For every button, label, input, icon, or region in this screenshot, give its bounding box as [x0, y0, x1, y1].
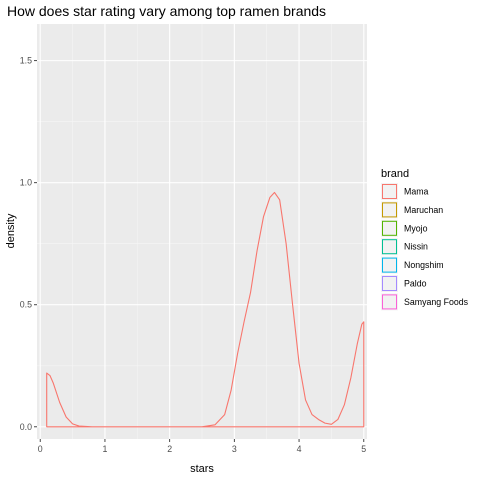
- legend-swatch: [382, 202, 397, 218]
- legend-key-background: [381, 275, 398, 292]
- legend-title: brand: [381, 168, 409, 180]
- legend-swatch: [382, 257, 397, 273]
- x-axis-title: stars: [190, 463, 214, 475]
- legend-item-maruchan: Maruchan: [381, 201, 443, 219]
- legend-swatch: [382, 294, 397, 310]
- x-axis: 0 1 2 3 4 5: [38, 439, 366, 454]
- y-tick-label: 0.0: [20, 422, 32, 432]
- legend-item-samyang-foods: Samyang Foods: [381, 293, 469, 311]
- legend-key-background: [381, 219, 398, 237]
- legend-label: Mama: [404, 187, 429, 197]
- plot-panel: [37, 24, 367, 439]
- legend-label: Myojo: [404, 223, 428, 233]
- density-line-mama: [46, 191, 365, 428]
- legend-label: Paldo: [404, 279, 427, 289]
- y-axis-title: density: [5, 213, 17, 248]
- legend-swatch: [382, 220, 397, 236]
- legend-label: Samyang Foods: [404, 297, 469, 307]
- legend: brand Mama Maruchan Myojo Nissin Nongshim Pal…: [381, 168, 469, 311]
- y-tick-label: 1.0: [20, 178, 32, 188]
- legend-key-background: [381, 238, 398, 256]
- legend-label: Nissin: [404, 242, 428, 252]
- legend-swatch: [382, 276, 397, 291]
- legend-key-background: [381, 256, 398, 274]
- minor-gridlines: [37, 24, 367, 439]
- legend-key-background: [381, 293, 398, 311]
- series-layer: [46, 191, 365, 428]
- legend-key-background: [381, 183, 398, 200]
- chart-title: How does star rating vary among top rame…: [7, 3, 326, 19]
- x-tick-label: 0: [38, 444, 43, 454]
- x-tick-label: 5: [361, 444, 366, 454]
- legend-item-mama: Mama: [381, 183, 429, 200]
- legend-items: Mama Maruchan Myojo Nissin Nongshim Paldo Samy…: [381, 183, 469, 311]
- legend-item-nongshim: Nongshim: [381, 256, 444, 274]
- legend-label: Nongshim: [404, 260, 444, 270]
- legend-key-background: [381, 201, 398, 219]
- y-axis: 0.0 0.5 1.0 1.5: [20, 56, 37, 432]
- y-tick-label: 1.5: [20, 56, 32, 66]
- y-tick-label: 0.5: [20, 300, 32, 310]
- legend-item-nissin: Nissin: [381, 238, 428, 256]
- x-tick-label: 3: [232, 444, 237, 454]
- x-tick-label: 1: [102, 444, 107, 454]
- legend-swatch: [382, 184, 397, 199]
- legend-item-myojo: Myojo: [381, 219, 428, 237]
- legend-item-paldo: Paldo: [381, 275, 427, 292]
- legend-swatch: [382, 239, 397, 255]
- x-tick-label: 2: [167, 444, 172, 454]
- x-tick-label: 4: [297, 444, 302, 454]
- legend-label: Maruchan: [404, 205, 443, 215]
